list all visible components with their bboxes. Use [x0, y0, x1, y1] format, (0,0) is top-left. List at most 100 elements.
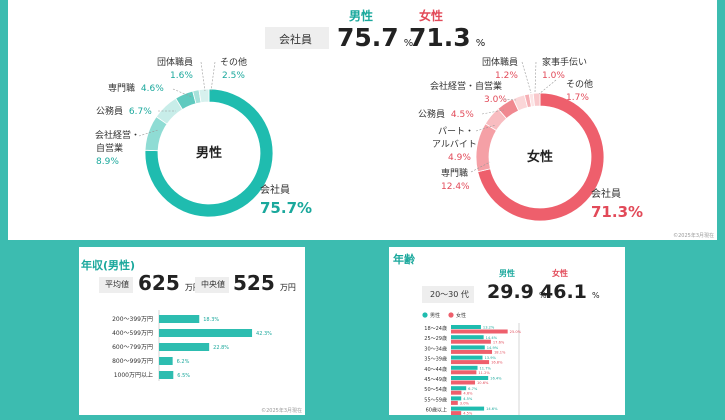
age-female-label: 女性	[552, 269, 568, 278]
income-panel: 年収(男性) 平均値 625 万円 中央値 525 万円 200～399万円 18…	[79, 247, 305, 415]
age-bar-male	[451, 365, 478, 370]
age-bar-male	[451, 345, 485, 350]
age-category-label: 30～34歳	[424, 345, 447, 352]
age-value-label: 14.4%	[486, 336, 498, 340]
donut-charts: 男性 会社員 75.7% 会社経営・ 自営業 8.9% 公務員 6.7% 専門職…	[95, 56, 643, 222]
income-avg-value: 625 万円	[138, 271, 201, 295]
age-male-label: 男性	[499, 269, 515, 278]
female-other-value: 1.7%	[566, 93, 589, 103]
income-category-label: 400～599万円	[112, 330, 153, 337]
age-value-label: 14.6%	[486, 407, 498, 411]
age-value-label: 4.6%	[463, 391, 473, 395]
income-bar	[159, 329, 253, 337]
age-bar-male	[451, 376, 489, 380]
age-bar-male	[451, 335, 484, 340]
age-category-label: 60歳以上	[426, 407, 447, 414]
age-value-label: 17.6%	[493, 340, 505, 344]
female-civil-leader	[481, 109, 505, 115]
age-bar-female	[451, 339, 491, 344]
age-category-label: 25～29歳	[424, 335, 447, 342]
male-exec-name2: 自営業	[96, 142, 123, 154]
age-bar-female	[451, 329, 508, 334]
female-donut-slice-7	[532, 92, 541, 107]
income-category-label: 200～399万円	[112, 316, 153, 323]
income-avg-label-box: 平均値	[99, 277, 133, 293]
age-bar-female	[451, 370, 477, 375]
income-category-label: 800～999万円	[112, 358, 153, 365]
female-part-name1: パート・	[438, 126, 474, 137]
male-exec-name1: 会社経営・	[95, 129, 140, 141]
female-center-label: 女性	[527, 149, 553, 165]
income-avg-label: 平均値	[105, 280, 129, 289]
income-value-label: 6.5%	[177, 373, 190, 379]
male-other-value: 2.5%	[222, 71, 245, 81]
income-bar	[159, 315, 200, 323]
female-prof-name: 専門職	[441, 167, 468, 179]
female-exec-name: 会社経営・自営業	[430, 80, 502, 92]
female-house-leader	[534, 61, 537, 93]
male-exec-value: 8.9%	[96, 157, 119, 167]
age-bar-female	[451, 380, 476, 385]
female-prof-value: 12.4%	[441, 182, 470, 192]
age-bar-female	[451, 390, 462, 395]
female-org-value: 1.2%	[495, 71, 518, 81]
age-female-value: 46.1 %	[540, 281, 600, 303]
age-title: 年齢	[393, 253, 415, 266]
female-other-leader	[538, 79, 557, 95]
income-category-label: 1000万円以上	[114, 371, 153, 379]
age-category-label: 18～24歳	[424, 325, 447, 332]
legend-male-dot	[422, 312, 428, 318]
age-value-label: 14.9%	[487, 346, 499, 350]
female-part-name2: アルバイト	[432, 139, 477, 150]
top-footnote: ©2025年3月現在	[673, 233, 714, 239]
male-other-name: その他	[220, 56, 247, 68]
age-bar-female	[451, 400, 458, 405]
header-male-value: 75.7 %	[337, 23, 414, 52]
male-company-name: 会社員	[260, 183, 290, 196]
age-range-label-box: 20～30 代	[422, 286, 474, 303]
income-footnote: ©2025年3月現在	[261, 408, 302, 414]
age-value-label: 25.0%	[510, 330, 522, 334]
income-bar	[159, 357, 173, 365]
income-median-label-box: 中央値	[195, 277, 229, 293]
header-female-label: 女性	[419, 9, 444, 23]
header-female-value: 71.3 %	[409, 23, 486, 52]
male-prof-label: 専門職 4.6%	[108, 82, 164, 94]
age-bar-female	[451, 360, 490, 365]
female-donut-slice-0	[477, 92, 605, 222]
male-other-leader	[210, 61, 216, 92]
male-donut-slice-0	[144, 88, 274, 218]
age-bar-male	[451, 386, 467, 391]
age-category-label: 50～54歳	[424, 386, 447, 393]
legend-female-dot	[448, 312, 454, 318]
male-center-label: 男性	[196, 145, 222, 161]
age-male-value: 29.9 %	[487, 281, 547, 303]
occupation-panel: 男性 女性 会社員 75.7 % 71.3 % 男性 会社員 75.7% 会社経…	[8, 0, 717, 240]
age-value-label: 13.2%	[483, 326, 495, 330]
age-value-label: 16.8%	[491, 361, 503, 365]
income-median-label: 中央値	[201, 280, 225, 289]
header-row-label: 会社員	[279, 33, 312, 46]
age-value-label: 11.7%	[480, 366, 492, 370]
male-org-value: 1.6%	[170, 71, 193, 81]
age-category-label: 45～49歳	[424, 376, 447, 383]
female-other-name: その他	[566, 78, 593, 90]
income-bar	[159, 343, 210, 351]
female-exec-value: 3.0%	[484, 95, 507, 105]
header-row-label-box: 会社員	[265, 27, 329, 49]
income-value-label: 18.3%	[203, 317, 219, 323]
income-category-label: 600～799万円	[112, 344, 153, 351]
income-value-label: 42.3%	[256, 331, 272, 337]
female-org-name: 団体職員	[482, 56, 518, 68]
age-category-label: 55～59歳	[424, 396, 447, 403]
female-house-value: 1.0%	[542, 71, 565, 81]
male-org-name: 団体職員	[157, 56, 193, 68]
income-value-label: 6.2%	[177, 359, 190, 365]
age-bar-female	[451, 411, 462, 415]
age-range-label: 20～30 代	[430, 290, 469, 299]
age-bar-male	[451, 325, 481, 329]
income-median-value: 525 万円	[233, 271, 296, 295]
female-part-value: 4.9%	[448, 153, 471, 163]
female-company-name: 会社員	[591, 187, 621, 200]
male-org-leader	[200, 61, 206, 92]
